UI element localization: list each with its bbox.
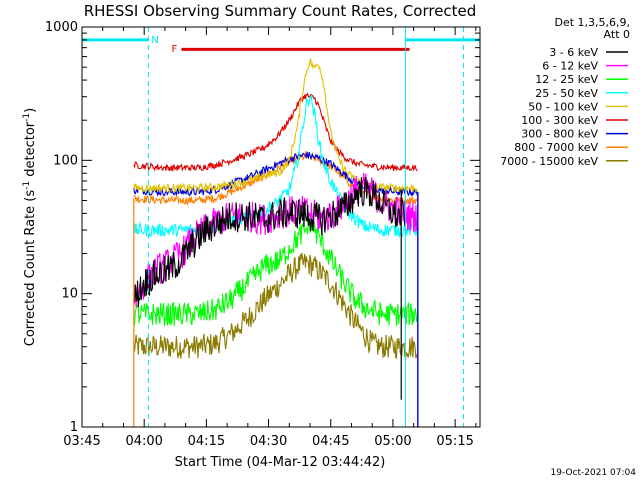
series-line-100to300kev	[133, 92, 418, 172]
plot-frame	[81, 26, 481, 428]
y-axis: 1 10 100 1000	[45, 20, 480, 435]
flare-marker-label: F	[172, 44, 178, 55]
legend-label-6: 100 - 300 keV	[521, 114, 598, 127]
y-tick-label: 1	[70, 420, 78, 435]
y-tick-label: 100	[53, 153, 78, 168]
legend-label-1: 3 - 6 keV	[549, 46, 598, 59]
series-line-12to25kev	[133, 214, 418, 327]
series-line-7000to15000kev	[133, 252, 418, 360]
legend-label-3: 12 - 25 keV	[535, 73, 598, 86]
x-axis: 03:45 04:00 04:15 04:30 04:45 05:00 05:15	[63, 27, 477, 449]
legend-label-2: 6 - 12 keV	[542, 60, 598, 73]
footer-timestamp: 19-Oct-2021 07:04	[551, 468, 637, 478]
series-line-25to50kev	[133, 94, 418, 238]
legend-label-5: 50 - 100 keV	[528, 100, 598, 113]
legend-header-line-2: Att 0	[604, 28, 630, 41]
x-tick-label: 03:45	[63, 434, 100, 449]
chart-title: RHESSI Observing Summary Count Rates, Co…	[84, 2, 477, 20]
legend-label-4: 25 - 50 keV	[535, 87, 598, 100]
x-tick-label: 04:30	[250, 434, 287, 449]
x-tick-label: 04:15	[188, 434, 225, 449]
x-axis-label: Start Time (04-Mar-12 03:44:42)	[175, 455, 386, 470]
y-tick-label: 1000	[45, 20, 78, 35]
plot-area: N F 03:45 04:00 04:15 04:30 04:45 05:00 05:15 1…	[45, 20, 481, 449]
x-tick-label: 05:00	[374, 434, 411, 449]
x-tick-label: 04:45	[312, 434, 349, 449]
series-line-3to6kev	[133, 176, 406, 308]
legend-label-7: 300 - 800 keV	[521, 128, 598, 141]
x-tick-label: 05:15	[436, 434, 473, 449]
series-line-800to7000kev	[133, 150, 418, 207]
series-line-50to100kev	[133, 58, 418, 194]
y-tick-label: 10	[61, 287, 78, 302]
legend-label-8: 800 - 7000 keV	[514, 141, 598, 154]
y-axis-label: Corrected Count Rate (s-1 detector-1)	[22, 108, 38, 346]
legend-label-9: 7000 - 15000 keV	[500, 155, 598, 168]
x-tick-label: 04:00	[125, 434, 162, 449]
night-marker-label: N	[151, 35, 158, 46]
legend-header-line-1: Det 1,3,5,6,9,	[554, 16, 630, 29]
